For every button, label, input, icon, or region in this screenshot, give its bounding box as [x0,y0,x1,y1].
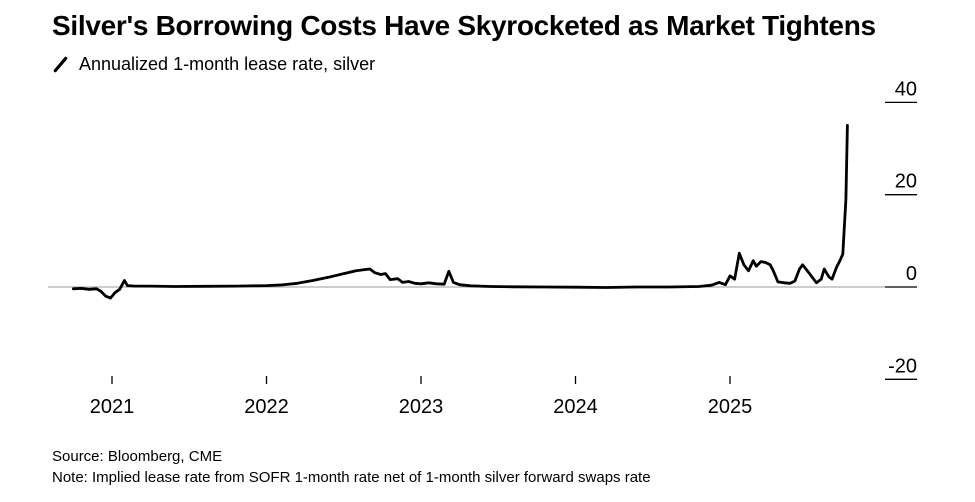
chart-footer: Source: Bloomberg, CME Note: Implied lea… [52,446,975,488]
chart-title: Silver's Borrowing Costs Have Skyrockete… [52,10,876,41]
y-axis-tick-label: 20 [895,171,917,193]
line-slash-icon [53,56,68,73]
x-axis-tick-label: 2025 [708,396,753,418]
series-line [72,124,849,300]
x-axis-tick-label: 2024 [553,396,598,418]
y-axis-tick-label: -20 [888,356,917,378]
x-axis-tick-label: 2023 [399,396,444,418]
legend-label: Annualized 1-month lease rate, silver [79,54,376,75]
source-text: Source: Bloomberg, CME [52,448,223,466]
x-axis-tick-label: 2022 [244,396,289,418]
x-axis-tick-label: 2021 [90,396,135,418]
chart-svg: 40 20 0 -20 2021 2022 2023 2024 2025 [48,79,917,418]
y-axis-tick-label: 0 [906,263,917,285]
chart-legend: Annualized 1-month lease rate, silver [52,54,975,75]
y-axis-tick-label: 40 [895,79,917,101]
note-text: Note: Implied lease rate from SOFR 1-mon… [52,469,651,487]
chart-page: Silver's Borrowing Costs Have Skyrockete… [48,10,975,488]
